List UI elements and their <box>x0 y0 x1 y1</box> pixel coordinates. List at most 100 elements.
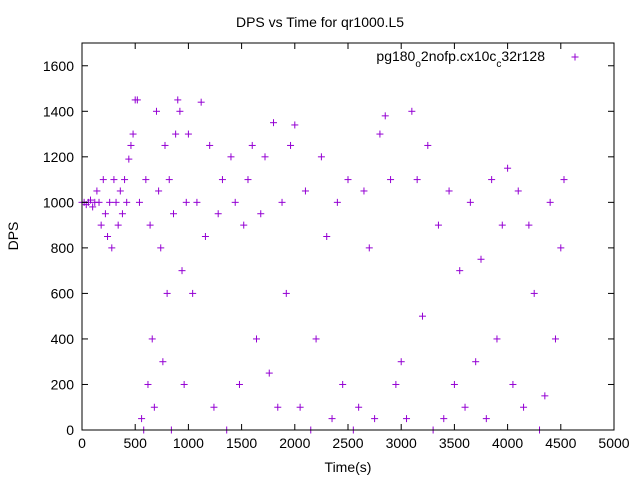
data-point <box>387 176 395 184</box>
data-point <box>118 210 126 218</box>
data-point <box>150 403 158 411</box>
data-point <box>110 176 118 184</box>
x-tick-label: 1500 <box>226 435 257 451</box>
data-point <box>104 233 112 240</box>
data-point <box>125 155 133 163</box>
data-point <box>129 130 137 138</box>
data-point <box>450 380 458 388</box>
x-axis-label: Time(s) <box>325 459 372 475</box>
data-point <box>142 176 150 184</box>
data-point <box>466 198 474 206</box>
data-point <box>231 198 239 206</box>
y-tick-label: 1400 <box>43 103 74 119</box>
data-point <box>163 289 171 297</box>
data-point <box>155 187 163 195</box>
chart-title: DPS vs Time for qr1000.L5 <box>236 14 404 30</box>
data-point <box>218 176 226 184</box>
data-point <box>344 176 352 184</box>
data-point <box>121 176 129 184</box>
data-point <box>333 198 341 206</box>
data-point <box>504 164 512 172</box>
data-point <box>201 233 209 240</box>
data-point <box>482 415 490 423</box>
data-point <box>146 221 154 229</box>
data-point <box>235 380 243 388</box>
y-axis-label: DPS <box>5 222 21 251</box>
data-point <box>148 335 156 343</box>
data-point <box>178 267 186 275</box>
data-point <box>440 415 448 423</box>
data-point <box>161 141 169 149</box>
data-point <box>365 244 373 252</box>
data-point <box>240 221 248 229</box>
data-point <box>180 380 188 388</box>
data-point <box>477 255 485 263</box>
data-point <box>165 176 173 184</box>
y-tick-label: 400 <box>51 331 75 347</box>
data-point <box>551 335 559 343</box>
x-tick-label: 0 <box>78 435 86 451</box>
data-point <box>376 130 384 138</box>
data-point <box>114 221 122 229</box>
x-tick-label: 2500 <box>332 435 363 451</box>
data-point <box>509 380 517 388</box>
data-point <box>445 187 453 195</box>
data-point <box>210 403 218 411</box>
plot-points <box>78 96 568 434</box>
data-point <box>197 98 205 106</box>
data-point <box>108 244 116 252</box>
data-point <box>328 415 336 423</box>
data-point <box>424 141 432 149</box>
data-point <box>99 176 107 184</box>
data-point <box>244 176 252 184</box>
data-point <box>138 415 146 423</box>
data-point <box>174 96 182 104</box>
data-point <box>456 267 464 275</box>
data-point <box>95 198 103 206</box>
legend-point <box>571 53 579 61</box>
y-tick-label: 600 <box>51 285 75 301</box>
x-tick-label: 4000 <box>492 435 523 451</box>
data-point <box>278 198 286 206</box>
data-point <box>87 196 95 204</box>
data-point <box>301 187 309 195</box>
x-tick-label: 3500 <box>439 435 470 451</box>
data-point <box>193 198 201 206</box>
data-point <box>172 130 180 138</box>
y-tick-label: 1000 <box>43 194 74 210</box>
data-point <box>265 369 273 377</box>
data-point <box>116 187 124 195</box>
data-point <box>106 198 114 206</box>
y-tick-label: 1600 <box>43 58 74 74</box>
x-tick-label: 4500 <box>545 435 576 451</box>
legend-marker <box>571 53 579 61</box>
legend-label: pg180o2nofp.cx10cc32r128 <box>376 48 545 70</box>
x-tick-label: 500 <box>124 435 148 451</box>
data-point <box>127 141 135 149</box>
data-point <box>176 107 184 115</box>
data-point <box>546 198 554 206</box>
y-tick-label: 1200 <box>43 149 74 165</box>
y-tick-label: 800 <box>51 240 75 256</box>
data-point <box>170 210 178 218</box>
data-point <box>152 107 160 115</box>
data-point <box>323 233 331 240</box>
y-axis-ticks: 0 200 400 600 800 1000 1200 1400 1600 <box>43 58 614 438</box>
data-point <box>291 121 299 129</box>
data-point <box>493 335 501 343</box>
data-point <box>317 153 325 161</box>
data-point <box>296 403 304 411</box>
data-point <box>530 289 538 297</box>
data-point <box>434 221 442 229</box>
data-point <box>123 198 131 206</box>
data-point <box>413 176 421 184</box>
data-point <box>397 358 405 366</box>
data-point <box>133 96 141 104</box>
data-point <box>498 221 506 229</box>
data-point <box>112 198 120 206</box>
data-point <box>355 403 363 411</box>
data-point <box>252 335 260 343</box>
data-point <box>560 176 568 184</box>
